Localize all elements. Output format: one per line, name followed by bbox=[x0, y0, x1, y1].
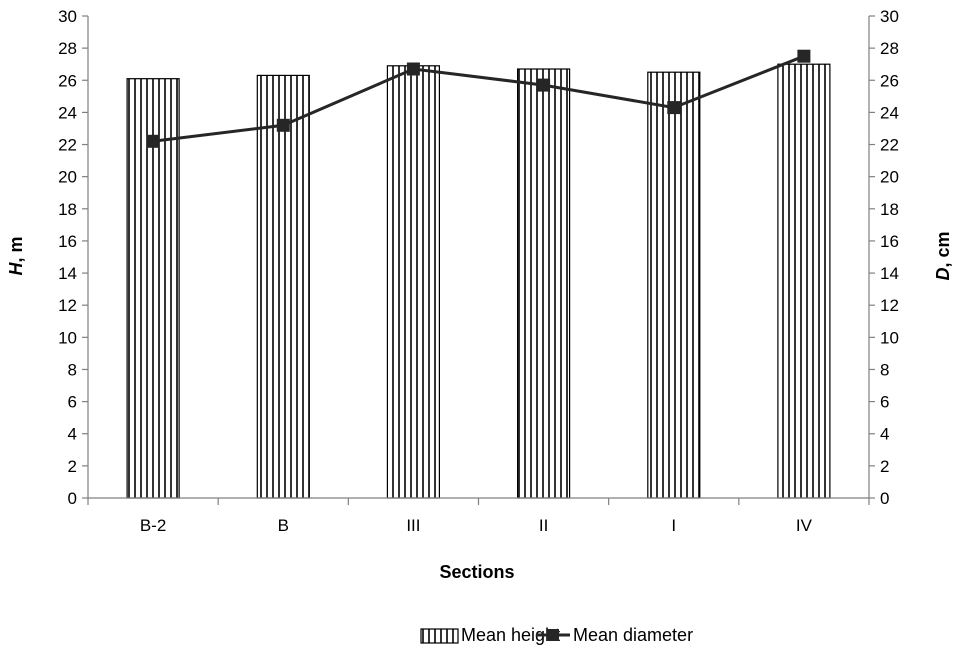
right-tick-label: 4 bbox=[880, 425, 889, 444]
right-tick-label: 24 bbox=[880, 103, 899, 122]
right-tick-label: 12 bbox=[880, 296, 899, 315]
left-tick-label: 2 bbox=[68, 457, 77, 476]
left-tick-label: 8 bbox=[68, 360, 77, 379]
legend-label-mean-diameter: Mean diameter bbox=[573, 625, 693, 645]
bar-i bbox=[647, 71, 701, 499]
mean-diameter-point bbox=[797, 49, 811, 63]
legend-label-mean-height: Mean height bbox=[461, 625, 560, 645]
left-tick-label: 20 bbox=[58, 168, 77, 187]
mean-diameter-point bbox=[537, 78, 551, 92]
bars-group bbox=[126, 63, 831, 499]
left-tick-label: 14 bbox=[58, 264, 77, 283]
right-tick-label: 8 bbox=[880, 360, 889, 379]
x-tick-label: III bbox=[406, 516, 420, 535]
left-tick-label: 28 bbox=[58, 39, 77, 58]
left-tick-label: 30 bbox=[58, 7, 77, 26]
right-tick-label: 22 bbox=[880, 136, 899, 155]
left-axis-title: H, m bbox=[6, 236, 26, 275]
bar-iii bbox=[386, 65, 440, 499]
right-tick-label: 18 bbox=[880, 200, 899, 219]
x-tick-label: II bbox=[539, 516, 548, 535]
line-group bbox=[146, 49, 811, 148]
left-tick-label: 6 bbox=[68, 393, 77, 412]
right-tick-label: 0 bbox=[880, 489, 889, 508]
left-tick-label: 0 bbox=[68, 489, 77, 508]
x-tick-label: B-2 bbox=[140, 516, 166, 535]
left-tick-label: 22 bbox=[58, 136, 77, 155]
right-tick-label: 2 bbox=[880, 457, 889, 476]
left-tick-label: 24 bbox=[58, 103, 77, 122]
right-tick-label: 10 bbox=[880, 328, 899, 347]
mean-diameter-point bbox=[276, 118, 290, 132]
axes-group bbox=[82, 15, 875, 505]
mean-diameter-point bbox=[146, 134, 160, 148]
x-tick-label: I bbox=[671, 516, 676, 535]
bar-ii bbox=[516, 68, 571, 499]
x-axis-title: Sections bbox=[439, 562, 514, 582]
left-tick-label: 10 bbox=[58, 328, 77, 347]
mean-diameter-point bbox=[406, 62, 420, 76]
labels-group: 0246810121416182022242628300246810121416… bbox=[58, 7, 899, 535]
right-tick-label: 6 bbox=[880, 393, 889, 412]
legend-swatch-mean-height bbox=[420, 628, 459, 644]
legend-marker-mean-diameter bbox=[547, 629, 559, 641]
mean-diameter-point bbox=[667, 101, 681, 115]
right-axis-title: D, cm bbox=[933, 231, 953, 280]
right-tick-label: 30 bbox=[880, 7, 899, 26]
x-tick-label: B bbox=[278, 516, 289, 535]
right-tick-label: 16 bbox=[880, 232, 899, 251]
right-tick-label: 20 bbox=[880, 168, 899, 187]
right-tick-label: 26 bbox=[880, 71, 899, 90]
right-tick-label: 14 bbox=[880, 264, 899, 283]
right-tick-label: 28 bbox=[880, 39, 899, 58]
bar-iv bbox=[777, 63, 831, 499]
mean-diameter-line bbox=[152, 54, 805, 143]
left-tick-label: 16 bbox=[58, 232, 77, 251]
legend: Mean height Mean diameter bbox=[420, 625, 693, 645]
left-tick-label: 12 bbox=[58, 296, 77, 315]
left-tick-label: 26 bbox=[58, 71, 77, 90]
left-tick-label: 18 bbox=[58, 200, 77, 219]
bar-b-2 bbox=[126, 78, 180, 499]
left-tick-label: 4 bbox=[68, 425, 77, 444]
x-tick-label: IV bbox=[796, 516, 813, 535]
bar-b bbox=[256, 74, 310, 499]
